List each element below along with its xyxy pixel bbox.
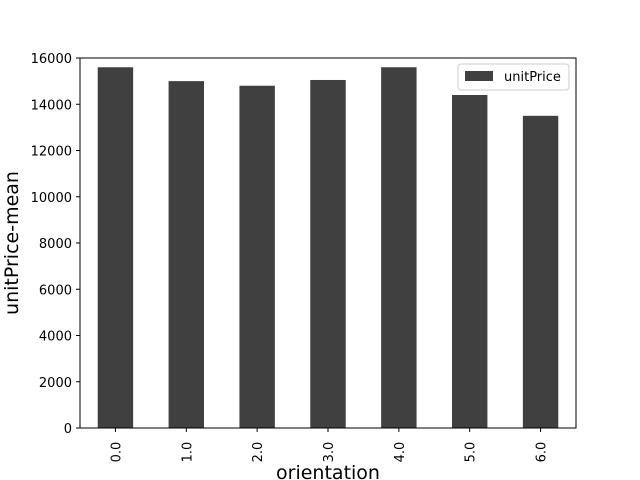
legend: unitPrice — [457, 63, 570, 91]
y-tick-label: 0 — [64, 422, 72, 437]
x-tick-label: 3.0 — [322, 442, 337, 463]
legend-swatch — [465, 71, 493, 81]
y-tick-label: 6000 — [39, 283, 72, 298]
y-tick-label: 16000 — [31, 52, 72, 67]
plot-frame — [79, 57, 577, 429]
x-axis-ticks: 0.0 1.0 2.0 3.0 4.0 5.0 6.0 — [109, 428, 550, 463]
y-tick-label: 2000 — [39, 376, 72, 391]
legend-label: unitPrice — [504, 70, 561, 85]
y-tick-label: 14000 — [31, 98, 72, 113]
x-axis-label: orientation — [276, 462, 380, 480]
bar-5.0 — [452, 95, 488, 428]
y-tick-label: 10000 — [31, 191, 72, 206]
y-axis-ticks: 0 2000 4000 6000 8000 10000 12000 14000 16000 — [31, 52, 80, 437]
x-tick-label: 2.0 — [251, 442, 266, 463]
y-tick-label: 8000 — [39, 237, 72, 252]
y-tick-label: 12000 — [31, 145, 72, 160]
bar-1.0 — [168, 81, 204, 428]
legend-box — [457, 63, 570, 91]
bar-0.0 — [97, 67, 134, 428]
bar-4.0 — [381, 67, 417, 428]
x-tick-label: 1.0 — [180, 442, 195, 463]
x-tick-label: 4.0 — [393, 442, 408, 463]
x-tick-label: 5.0 — [464, 442, 479, 463]
bar-2.0 — [239, 85, 275, 428]
bars-group — [97, 67, 559, 428]
y-tick-label: 4000 — [39, 330, 72, 345]
bar-3.0 — [310, 79, 346, 428]
bar-6.0 — [522, 115, 559, 428]
x-tick-label: 0.0 — [109, 442, 124, 463]
x-tick-label: 6.0 — [535, 442, 550, 463]
y-axis-label: unitPrice-mean — [1, 171, 23, 315]
